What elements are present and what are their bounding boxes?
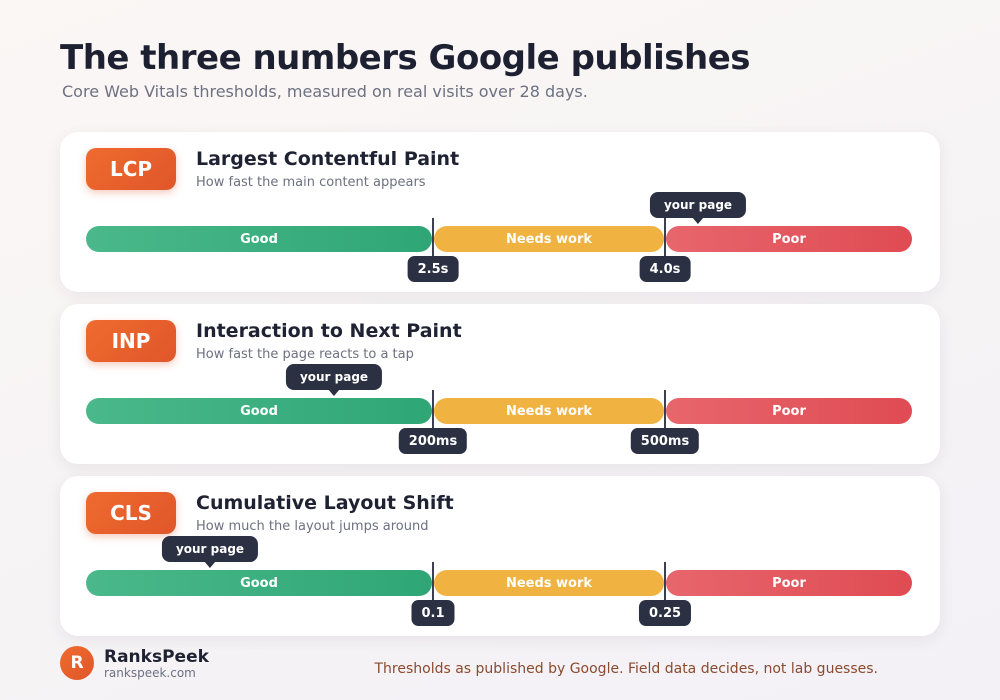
segment-poor: Poor: [666, 226, 912, 252]
threshold-divider: [432, 390, 434, 432]
marker-pointer-icon: [328, 389, 340, 396]
marker-label: your page: [175, 542, 245, 556]
marker-pointer-icon: [692, 217, 704, 224]
brand-url: rankspeek.com: [104, 666, 196, 680]
marker-label: your page: [663, 198, 733, 212]
threshold-divider: [664, 562, 666, 604]
segment-good: Good: [86, 398, 432, 424]
threshold-label: 4.0s: [639, 256, 691, 282]
marker-pointer-icon: [204, 561, 216, 568]
segment-poor: Poor: [666, 398, 912, 424]
segment-good: Good: [86, 570, 432, 596]
metric-name: Interaction to Next Paint: [196, 320, 462, 342]
segment-poor: Poor: [666, 570, 912, 596]
metric-description: How fast the page reacts to a tap: [196, 347, 414, 362]
threshold-label: 0.25: [638, 600, 692, 626]
segment-needs-work: Needs work: [434, 398, 664, 424]
marker-label: your page: [299, 370, 369, 384]
page-title: The three numbers Google publishes: [60, 38, 751, 78]
footnote: Thresholds as published by Google. Field…: [374, 661, 878, 677]
metric-name: Cumulative Layout Shift: [196, 492, 454, 514]
segment-needs-work: Needs work: [434, 570, 664, 596]
threshold-label: 2.5s: [407, 256, 459, 282]
your-page-marker: your page: [161, 536, 259, 568]
metric-card-inp: INP Interaction to Next Paint How fast t…: [60, 304, 940, 464]
threshold-label: 500ms: [630, 428, 700, 454]
threshold-divider: [664, 390, 666, 432]
your-page-marker: your page: [649, 192, 747, 224]
metric-card-cls: CLS Cumulative Layout Shift How much the…: [60, 476, 940, 636]
segment-needs-work: Needs work: [434, 226, 664, 252]
threshold-divider: [432, 218, 434, 260]
metric-card-lcp: LCP Largest Contentful Paint How fast th…: [60, 132, 940, 292]
metric-badge: LCP: [86, 148, 176, 190]
threshold-label: 200ms: [398, 428, 468, 454]
brand-name: RanksPeek: [104, 647, 209, 667]
metric-description: How much the layout jumps around: [196, 519, 429, 534]
metric-name: Largest Contentful Paint: [196, 148, 460, 170]
threshold-divider: [432, 562, 434, 604]
page-subtitle: Core Web Vitals thresholds, measured on …: [62, 82, 588, 101]
your-page-marker: your page: [285, 364, 383, 396]
threshold-divider: [664, 218, 666, 260]
brand-logo-icon: R: [60, 646, 94, 680]
metric-description: How fast the main content appears: [196, 175, 426, 190]
metric-badge: INP: [86, 320, 176, 362]
metric-badge: CLS: [86, 492, 176, 534]
segment-good: Good: [86, 226, 432, 252]
threshold-label: 0.1: [411, 600, 455, 626]
